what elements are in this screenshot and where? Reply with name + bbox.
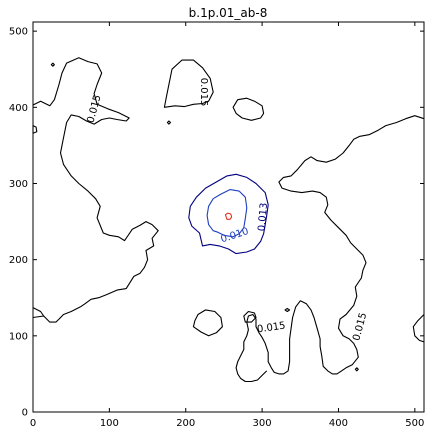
contour-line-0-010 — [206, 189, 248, 238]
y-axis: 0 100 200 300 400 500 — [9, 27, 424, 419]
y-tick-label: 400 — [9, 103, 28, 114]
contour-line-0-015 — [412, 314, 425, 343]
contour-line-0-015 — [32, 57, 159, 323]
x-tick-label: 0 — [30, 418, 36, 429]
y-tick-label: 200 — [9, 255, 28, 266]
contour-line-0-015 — [192, 309, 223, 337]
y-tick-label: 100 — [9, 331, 28, 342]
x-axis: 0 100 200 300 400 500 — [30, 22, 424, 429]
y-tick-label: 500 — [9, 27, 28, 38]
x-tick-label: 400 — [329, 418, 348, 429]
y-tick-label: 300 — [9, 179, 28, 190]
x-tick-label: 300 — [253, 418, 272, 429]
x-tick-label: 200 — [176, 418, 195, 429]
contour-line-0-015 — [32, 307, 45, 317]
contour-line-0-006 — [224, 212, 233, 220]
contour-label: 0.013 — [257, 202, 270, 231]
contour-line-0-015 — [50, 62, 55, 67]
y-tick-label: 0 — [22, 408, 28, 419]
contour-line-0-015 — [163, 59, 214, 108]
plot-frame — [32, 21, 425, 413]
contour-label: 0.015 — [198, 78, 209, 107]
contour-lines — [32, 57, 425, 383]
plot-area — [32, 21, 425, 413]
contour-line-0-015 — [243, 310, 257, 323]
contour-line-0-015 — [232, 97, 265, 121]
x-tick-label: 500 — [405, 418, 424, 429]
contour-label: 0.015 — [256, 321, 286, 336]
contour-line-0-015 — [354, 367, 359, 372]
contour-line-0-015 — [32, 125, 38, 134]
x-tick-label: 100 — [100, 418, 119, 429]
chart-title: b.1p.01_ab-8 — [189, 6, 268, 20]
contour-line-0-015 — [235, 115, 425, 383]
contour-line-0-015 — [166, 120, 172, 125]
contour-line-0-013 — [188, 173, 269, 255]
contour-line-0-015 — [284, 307, 291, 313]
